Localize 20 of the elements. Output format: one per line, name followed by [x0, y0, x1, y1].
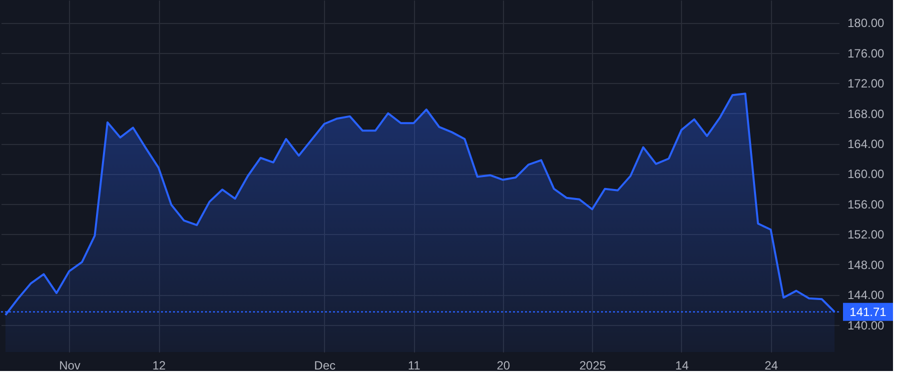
y-tick-label: 172.00	[848, 76, 885, 91]
y-tick-label: 144.00	[848, 288, 885, 302]
ref-line-label: 141.71	[850, 304, 887, 319]
y-tick-label: 180.00	[848, 16, 885, 30]
y-tick-label: 160.00	[848, 167, 885, 182]
y-tick-label: 156.00	[848, 197, 885, 212]
x-tick-label: 11	[408, 358, 421, 372]
x-tick-label: 20	[496, 358, 510, 372]
x-tick-label: Dec	[314, 358, 336, 372]
x-tick-label: 14	[675, 358, 689, 372]
y-tick-label: 140.00	[848, 318, 885, 332]
x-tick-label: Nov	[59, 358, 80, 372]
x-tick-label: 24	[764, 358, 778, 372]
x-tick-label: 12	[152, 358, 166, 372]
y-tick-label: 164.00	[848, 137, 885, 152]
y-tick-label: 152.00	[848, 228, 885, 242]
x-tick-label: 2025	[579, 358, 606, 372]
y-tick-label: 148.00	[848, 258, 885, 272]
y-tick-label: 176.00	[848, 46, 885, 60]
y-tick-label: 168.00	[848, 106, 885, 121]
